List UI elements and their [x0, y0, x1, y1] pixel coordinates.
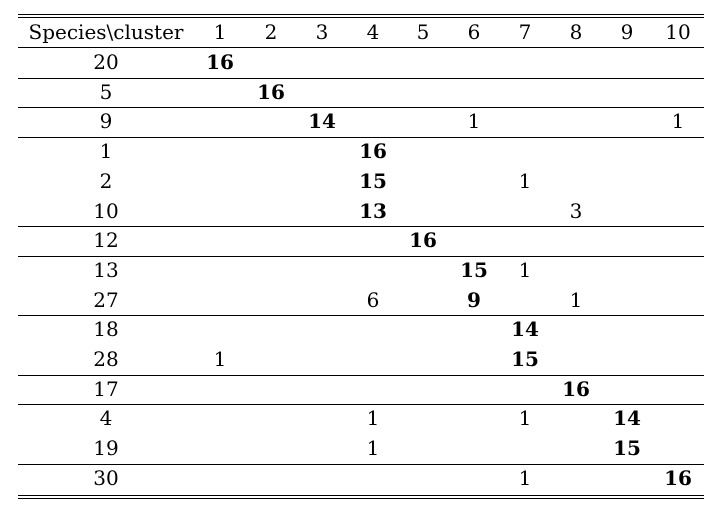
count-cell: 3: [569, 198, 583, 223]
table-row: 4 1 1 14: [18, 404, 704, 433]
count-cell: 1: [366, 406, 380, 431]
count-cell: 1: [518, 257, 532, 282]
group-separator-rule: [18, 226, 704, 228]
table-row: 5 16: [18, 78, 704, 107]
species-label: 4: [99, 406, 113, 431]
count-cell: 16: [257, 79, 285, 104]
count-cell: 16: [562, 376, 590, 401]
table-row: 19 1 15: [18, 434, 704, 463]
count-cell: 15: [460, 257, 488, 282]
species-label: 12: [93, 228, 119, 253]
header-cluster-3: 3: [315, 20, 329, 44]
table-row: 18 14: [18, 315, 704, 344]
header-cluster-8: 8: [569, 20, 583, 44]
group-separator-rule: [18, 374, 704, 376]
header-rule: [18, 47, 704, 48]
table-header-row: Species\cluster 1 2 3 4 5 6 7 8 9 10: [18, 18, 704, 47]
table-row: 12 16: [18, 226, 704, 255]
header-cluster-1: 1: [213, 20, 227, 44]
header-cluster-9: 9: [620, 20, 634, 44]
species-label: 5: [99, 79, 113, 104]
count-cell: 16: [409, 228, 437, 253]
species-label: 20: [93, 50, 119, 74]
group-separator-rule: [18, 255, 704, 257]
header-cluster-4: 4: [366, 20, 380, 44]
species-label: 17: [93, 376, 119, 401]
species-label: 19: [93, 436, 119, 461]
species-label: 18: [93, 317, 119, 342]
top-rule-inner: [18, 17, 704, 18]
count-cell: 1: [518, 168, 532, 193]
count-cell: 1: [467, 109, 481, 134]
header-cluster-7: 7: [518, 20, 532, 44]
table-row: 13 15 1: [18, 256, 704, 285]
count-cell: 14: [511, 317, 539, 342]
count-cell: 16: [664, 465, 692, 490]
count-cell: 1: [213, 347, 227, 371]
species-label: 2: [99, 168, 113, 193]
count-cell: 1: [569, 287, 583, 312]
header-species-cluster: Species\cluster: [28, 20, 184, 44]
species-label: 28: [93, 347, 119, 371]
header-cluster-6: 6: [467, 20, 481, 44]
table-row: 17 16: [18, 375, 704, 404]
group-separator-rule: [18, 404, 704, 406]
count-cell: 1: [518, 406, 532, 431]
group-separator-rule: [18, 463, 704, 465]
table-row: 20 16: [18, 48, 704, 77]
bottom-rule-inner: [18, 494, 704, 496]
table-row: 30 1 16: [18, 464, 704, 493]
table-row: 10 13 3: [18, 197, 704, 226]
species-label: 13: [93, 257, 119, 282]
group-separator-rule: [18, 107, 704, 109]
count-cell: 15: [613, 436, 641, 461]
count-cell: 16: [359, 139, 387, 164]
table-row: 1 16: [18, 137, 704, 166]
species-label: 27: [93, 287, 119, 312]
group-separator-rule: [18, 137, 704, 139]
species-label: 10: [93, 198, 119, 223]
count-cell: 1: [671, 109, 685, 134]
table-row: 28 1 15: [18, 345, 704, 374]
group-separator-rule: [18, 77, 704, 79]
count-cell: 16: [206, 50, 234, 74]
count-cell: 1: [366, 436, 380, 461]
table-row: 27 6 9 1: [18, 286, 704, 315]
group-separator-rule: [18, 315, 704, 317]
table-row: 9 14 1 1: [18, 107, 704, 136]
bottom-rule-outer: [18, 497, 704, 499]
species-label: 1: [99, 139, 113, 164]
count-cell: 15: [511, 347, 539, 371]
top-rule-outer: [18, 14, 704, 15]
count-cell: 9: [467, 287, 481, 312]
header-cluster-10: 10: [665, 20, 691, 44]
count-cell: 13: [359, 198, 387, 223]
count-cell: 14: [308, 109, 336, 134]
count-cell: 15: [359, 168, 387, 193]
header-cluster-2: 2: [264, 20, 278, 44]
species-label: 30: [93, 465, 119, 490]
count-cell: 6: [366, 287, 380, 312]
count-cell: 1: [518, 465, 532, 490]
species-label: 9: [99, 109, 113, 134]
table-row: 2 15 1: [18, 167, 704, 196]
count-cell: 14: [613, 406, 641, 431]
header-cluster-5: 5: [416, 20, 430, 44]
